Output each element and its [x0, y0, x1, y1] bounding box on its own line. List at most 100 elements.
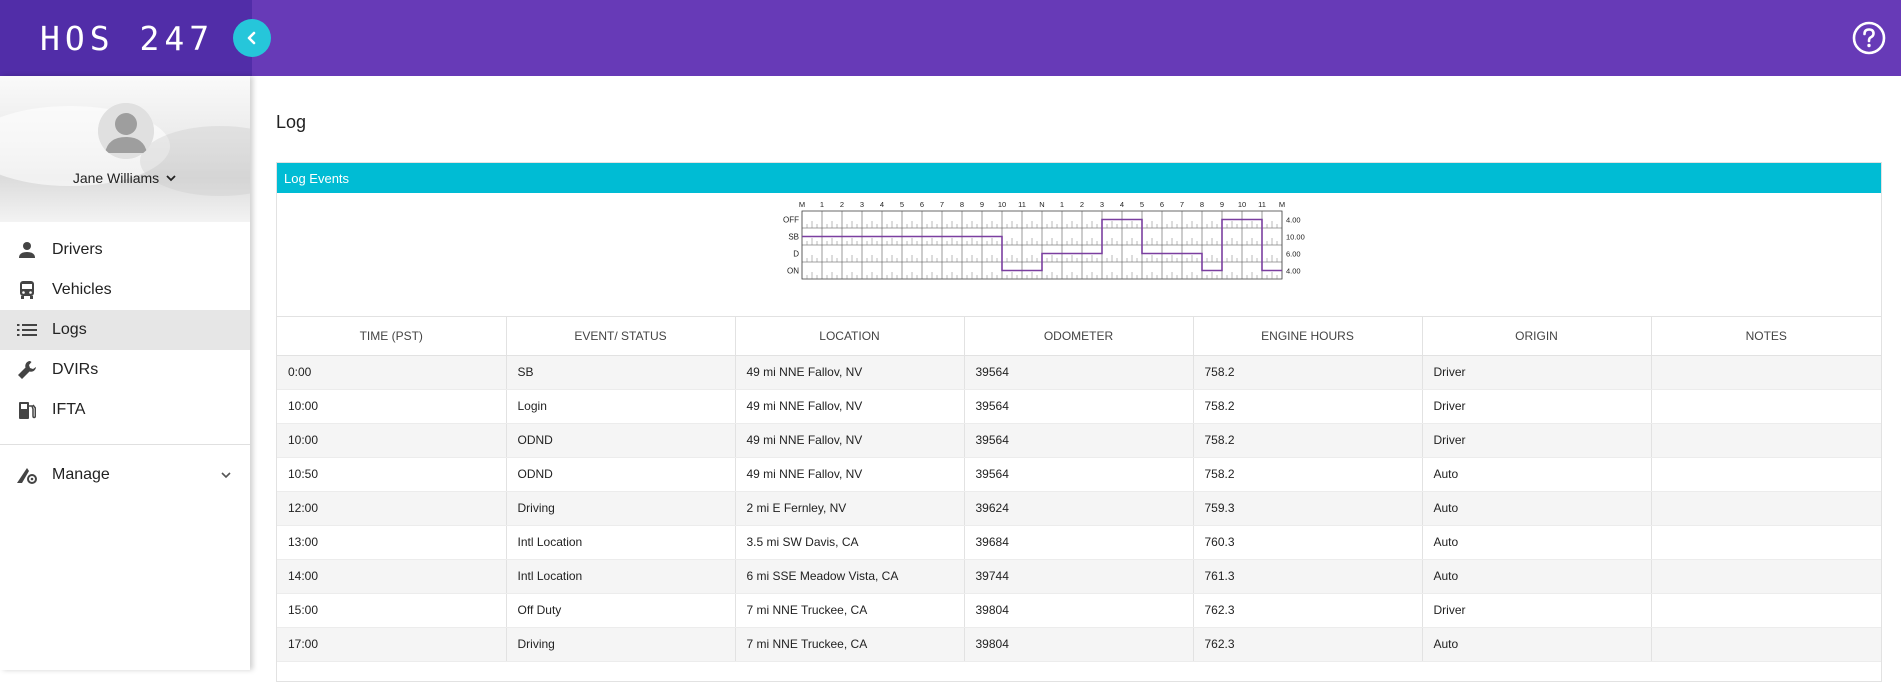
cell-time: 14:00: [277, 559, 507, 594]
cell-notes: [1651, 389, 1881, 424]
graph-hour-label: 6: [920, 200, 924, 209]
sidebar: Jane Williams Drivers Vehicles Logs: [0, 76, 250, 670]
brand-logo-area: HOS 247: [0, 0, 252, 76]
manage-settings-icon: [16, 464, 38, 486]
table-header-row: TIME (PST) EVENT/ STATUS LOCATION ODOMET…: [277, 317, 1881, 356]
column-header-origin[interactable]: ORIGIN: [1422, 317, 1652, 356]
cell-engine-hours: 758.2: [1193, 457, 1423, 492]
sidebar-item-label: Logs: [52, 321, 87, 338]
card-header: Log Events: [277, 163, 1881, 193]
cell-odometer: 39564: [964, 355, 1194, 390]
graph-hour-label: 11: [1258, 200, 1266, 209]
page-title: Log: [276, 112, 307, 132]
table-row[interactable]: 14:00 Intl Location 6 mi SSE Meadow Vist…: [277, 559, 1881, 594]
graph-hour-label: M: [799, 200, 805, 209]
avatar[interactable]: [98, 103, 154, 159]
cell-engine-hours: 762.3: [1193, 627, 1423, 662]
table-row[interactable]: 0:00 SB 49 mi NNE Fallov, NV 39564 758.2…: [277, 355, 1881, 390]
table-row[interactable]: 15:00 Off Duty 7 mi NNE Truckee, CA 3980…: [277, 593, 1881, 628]
cell-location: 49 mi NNE Fallov, NV: [735, 457, 965, 492]
user-menu-toggle[interactable]: Jane Williams: [0, 170, 250, 186]
cell-engine-hours: 761.3: [1193, 559, 1423, 594]
cell-engine-hours: 760.3: [1193, 525, 1423, 560]
column-header-location[interactable]: LOCATION: [735, 317, 965, 356]
cell-odometer: 39564: [964, 457, 1194, 492]
column-header-odometer[interactable]: ODOMETER: [964, 317, 1194, 356]
sidebar-item-label: Drivers: [52, 241, 103, 258]
sidebar-item-label: IFTA: [52, 401, 86, 418]
cell-odometer: 39804: [964, 627, 1194, 662]
graph-duty-status-line: [802, 218, 1282, 272]
cell-notes: [1651, 457, 1881, 492]
sidebar-item-ifta[interactable]: IFTA: [0, 390, 250, 430]
cell-event-status: Login: [506, 389, 736, 424]
chevron-down-icon: [166, 175, 176, 182]
cell-origin: Auto: [1422, 525, 1652, 560]
sidebar-nav: Drivers Vehicles Logs DVIRs IFTA: [0, 222, 250, 430]
cell-engine-hours: 758.2: [1193, 355, 1423, 390]
card-title: Log Events: [284, 170, 350, 186]
cell-location: 3.5 mi SW Davis, CA: [735, 525, 965, 560]
cell-odometer: 39564: [964, 423, 1194, 458]
user-avatar-icon: [98, 103, 154, 159]
table-row[interactable]: 10:00 ODND 49 mi NNE Fallov, NV 39564 75…: [277, 423, 1881, 458]
sidebar-item-label: Vehicles: [52, 281, 112, 298]
cell-origin: Auto: [1422, 457, 1652, 492]
table-row[interactable]: 10:00 Login 49 mi NNE Fallov, NV 39564 7…: [277, 389, 1881, 424]
graph-status-label: D: [793, 250, 799, 259]
cell-origin: Driver: [1422, 389, 1652, 424]
log-events-table: TIME (PST) EVENT/ STATUS LOCATION ODOMET…: [277, 317, 1881, 662]
graph-hour-label: 10: [1238, 200, 1246, 209]
cell-event-status: ODND: [506, 457, 736, 492]
column-header-engine-hours[interactable]: ENGINE HOURS: [1193, 317, 1423, 356]
main-content: Log Log Events M 1 2 3 4 5 6 7 8 9 10 11 N 1 2 3 4 5 6 7 8 9 1…: [262, 76, 1887, 682]
table-row[interactable]: 12:00 Driving 2 mi E Fernley, NV 39624 7…: [277, 491, 1881, 526]
cell-location: 7 mi NNE Truckee, CA: [735, 627, 965, 662]
brand-logo[interactable]: HOS 247: [40, 18, 215, 58]
cell-location: 49 mi NNE Fallov, NV: [735, 389, 965, 424]
graph-hour-label: N: [1039, 200, 1044, 209]
chevron-down-icon: [221, 472, 231, 479]
cell-location: 49 mi NNE Fallov, NV: [735, 355, 965, 390]
sidebar-item-manage[interactable]: Manage: [0, 453, 250, 497]
collapse-sidebar-button[interactable]: [233, 19, 271, 57]
cell-location: 2 mi E Fernley, NV: [735, 491, 965, 526]
cell-odometer: 39624: [964, 491, 1194, 526]
help-icon: [1852, 21, 1886, 55]
sidebar-item-vehicles[interactable]: Vehicles: [0, 270, 250, 310]
column-header-time[interactable]: TIME (PST): [277, 317, 507, 356]
cell-time: 10:50: [277, 457, 507, 492]
cell-time: 15:00: [277, 593, 507, 628]
cell-notes: [1651, 525, 1881, 560]
fuel-pump-icon: [16, 399, 38, 421]
cell-origin: Auto: [1422, 559, 1652, 594]
graph-hour-label: 2: [840, 200, 844, 209]
chevron-left-icon: [247, 31, 256, 45]
sidebar-item-label: DVIRs: [52, 361, 99, 378]
cell-engine-hours: 759.3: [1193, 491, 1423, 526]
cell-origin: Driver: [1422, 423, 1652, 458]
cell-event-status: Driving: [506, 627, 736, 662]
sidebar-divider: [0, 444, 250, 445]
cell-engine-hours: 758.2: [1193, 423, 1423, 458]
cell-engine-hours: 762.3: [1193, 593, 1423, 628]
help-button[interactable]: [1851, 20, 1887, 56]
table-row[interactable]: 17:00 Driving 7 mi NNE Truckee, CA 39804…: [277, 627, 1881, 662]
cell-event-status: Driving: [506, 491, 736, 526]
graph-status-total: 10.00: [1286, 233, 1305, 242]
graph-hour-label: 8: [1200, 200, 1204, 209]
cell-notes: [1651, 355, 1881, 390]
sidebar-item-dvirs[interactable]: DVIRs: [0, 350, 250, 390]
sidebar-item-drivers[interactable]: Drivers: [0, 230, 250, 270]
list-icon: [16, 319, 38, 341]
cell-odometer: 39804: [964, 593, 1194, 628]
column-header-event-status[interactable]: EVENT/ STATUS: [506, 317, 736, 356]
sidebar-item-logs[interactable]: Logs: [0, 310, 250, 350]
graph-hour-label: 1: [1060, 200, 1064, 209]
graph-status-total: 6.00: [1286, 250, 1301, 259]
table-row[interactable]: 13:00 Intl Location 3.5 mi SW Davis, CA …: [277, 525, 1881, 560]
table-row[interactable]: 10:50 ODND 49 mi NNE Fallov, NV 39564 75…: [277, 457, 1881, 492]
user-profile-panel: Jane Williams: [0, 76, 250, 222]
cell-location: 7 mi NNE Truckee, CA: [735, 593, 965, 628]
column-header-notes[interactable]: NOTES: [1651, 317, 1881, 356]
